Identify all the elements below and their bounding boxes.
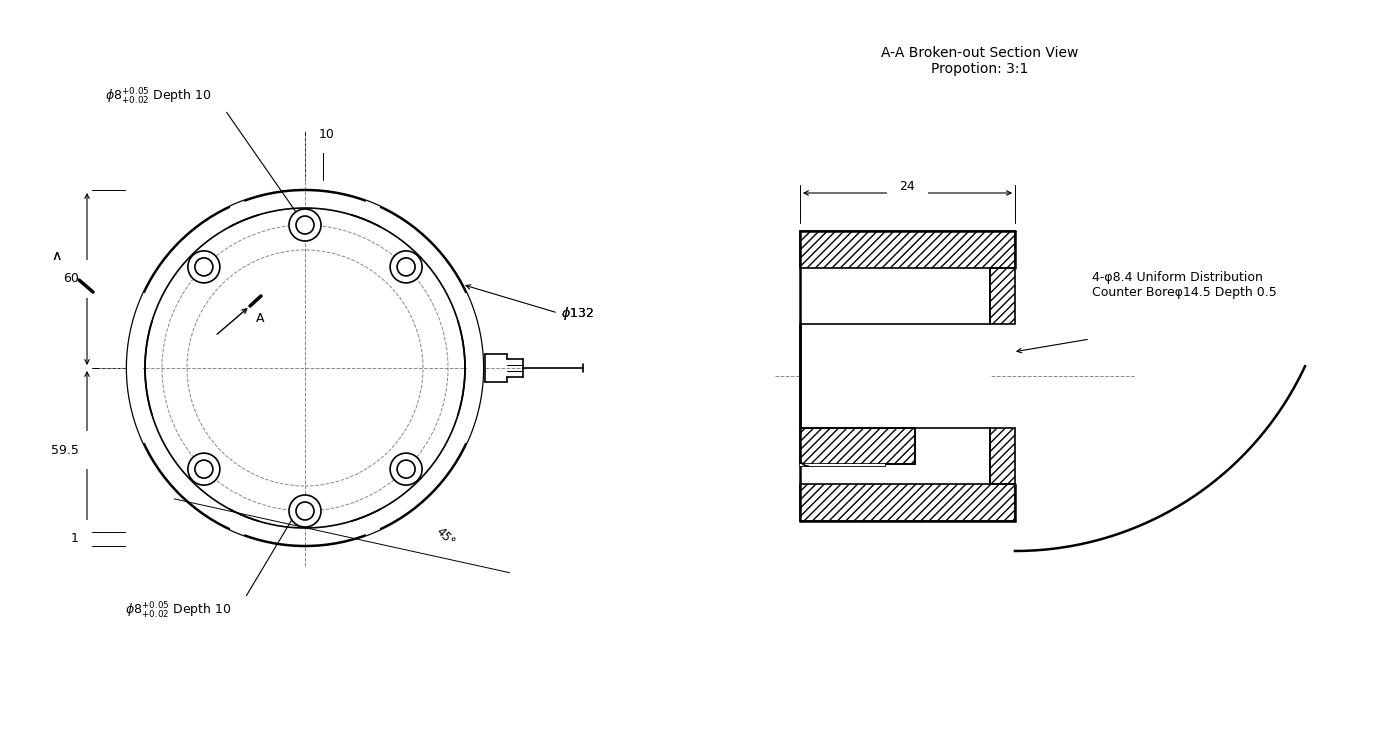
Text: A-A Broken-out Section View
Propotion: 3:1: A-A Broken-out Section View Propotion: 3… bbox=[881, 46, 1079, 76]
Polygon shape bbox=[452, 293, 483, 443]
Text: 45°: 45° bbox=[432, 525, 457, 549]
Text: $\phi$132: $\phi$132 bbox=[562, 305, 593, 321]
Polygon shape bbox=[360, 201, 380, 222]
Polygon shape bbox=[360, 515, 380, 535]
Circle shape bbox=[390, 453, 422, 485]
Text: $\phi$8$^{+0.05}_{+0.02}$ Depth 10: $\phi$8$^{+0.05}_{+0.02}$ Depth 10 bbox=[125, 601, 232, 621]
Polygon shape bbox=[229, 201, 250, 222]
Polygon shape bbox=[800, 484, 1015, 521]
Polygon shape bbox=[800, 428, 914, 464]
Circle shape bbox=[188, 453, 220, 485]
Polygon shape bbox=[229, 515, 250, 535]
Polygon shape bbox=[800, 464, 886, 466]
Text: A: A bbox=[52, 253, 62, 268]
Text: 4-φ8.4 Uniform Distribution
Counter Boreφ14.5 Depth 0.5: 4-φ8.4 Uniform Distribution Counter Bore… bbox=[1092, 271, 1277, 299]
Text: 1: 1 bbox=[71, 532, 80, 546]
Circle shape bbox=[188, 251, 220, 283]
Polygon shape bbox=[990, 268, 1015, 324]
Text: 60: 60 bbox=[63, 272, 80, 286]
Polygon shape bbox=[800, 324, 990, 428]
Circle shape bbox=[390, 251, 422, 283]
Text: $\phi$132: $\phi$132 bbox=[562, 305, 593, 321]
Text: 24: 24 bbox=[899, 179, 916, 193]
Text: $\phi$8$^{+0.05}_{+0.02}$ Depth 10: $\phi$8$^{+0.05}_{+0.02}$ Depth 10 bbox=[104, 87, 211, 107]
Polygon shape bbox=[800, 231, 1015, 268]
Circle shape bbox=[288, 209, 321, 241]
Text: 10: 10 bbox=[319, 128, 335, 141]
Polygon shape bbox=[990, 428, 1015, 484]
Text: 59.5: 59.5 bbox=[51, 444, 80, 457]
Polygon shape bbox=[128, 293, 158, 443]
Text: A: A bbox=[255, 311, 264, 324]
Circle shape bbox=[288, 495, 321, 527]
